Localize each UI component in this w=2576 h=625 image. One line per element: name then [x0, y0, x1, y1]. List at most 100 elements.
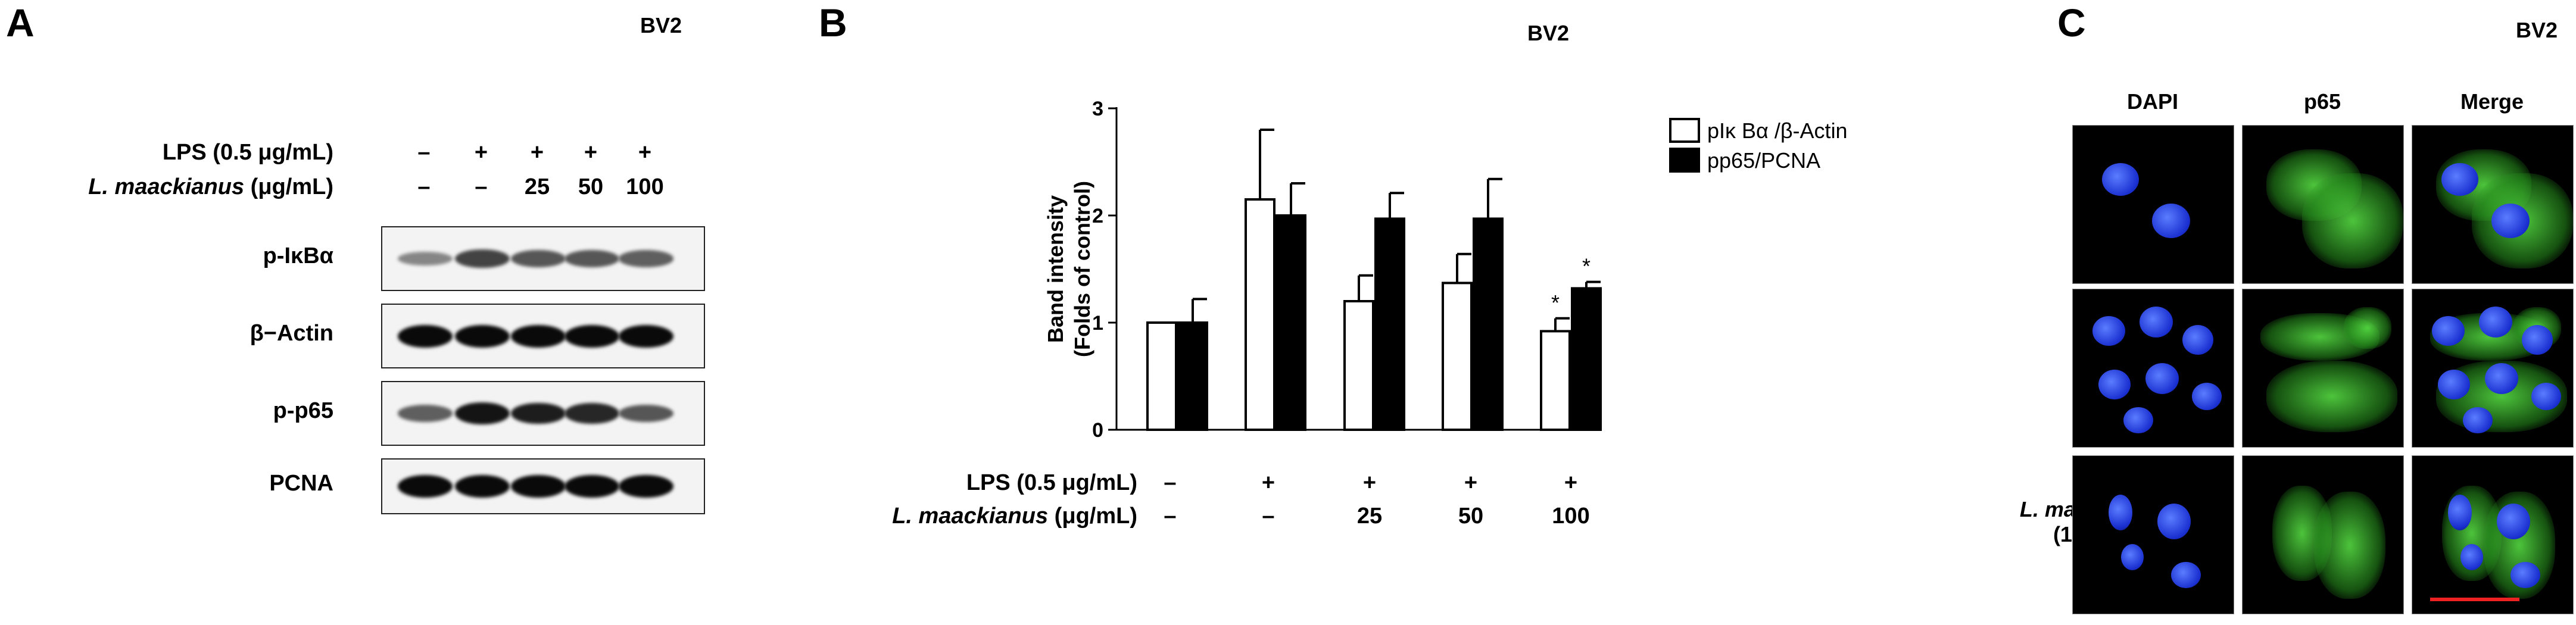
blot-band — [511, 249, 566, 268]
treatment-row-label: LPS (0.5 μg/mL) — [162, 140, 333, 165]
nucleus — [2497, 504, 2530, 539]
bar — [1374, 217, 1405, 431]
blot-band — [511, 324, 566, 348]
nucleus — [2463, 407, 2493, 433]
treatment-cell: + — [638, 140, 652, 165]
blot-band — [398, 475, 453, 498]
treatment-cell: – — [1164, 470, 1177, 495]
nucleus — [2485, 363, 2518, 394]
cytoplasm-signal — [2314, 492, 2385, 599]
y-tick-label: 0 — [1092, 419, 1103, 442]
blot-band — [565, 403, 619, 424]
panel-a-western-blots: p-IκBα β−Actin p-p65 PCNA — [0, 226, 715, 518]
y-axis-label-line1: Band intensity — [1043, 195, 1068, 343]
panel-b-bar-chart: 0 1 2 3 Band intensity (Folds of control) * * pI… — [1043, 98, 1848, 442]
treatment-unit: (μg/mL) — [244, 174, 333, 199]
blot-label: PCNA — [269, 471, 333, 496]
blot-band — [398, 251, 453, 266]
treatment-cell: – — [417, 140, 431, 165]
dapi-image — [2072, 125, 2234, 284]
nucleus — [2531, 383, 2561, 410]
nucleus — [2479, 307, 2512, 338]
treatment-unit: (μg/mL) — [1048, 504, 1137, 529]
treatment-cell: + — [1261, 470, 1275, 495]
treatment-cell: + — [584, 140, 598, 165]
legend-label: pIκ Bα /β-Actin — [1707, 118, 1848, 143]
treatment-cell: 25 — [1356, 504, 1383, 529]
legend-label: pp65/PCNA — [1707, 148, 1820, 173]
blot-band — [619, 475, 673, 498]
nucleus — [2145, 363, 2179, 394]
cytoplasm-signal — [2302, 173, 2403, 268]
treatment-cell: – — [417, 174, 431, 199]
treatment-row-label: L. maackianus (μg/mL) — [863, 504, 1137, 529]
treatment-cell: 50 — [1458, 504, 1484, 529]
cytoplasm-signal — [2344, 307, 2391, 349]
treatment-cell: 50 — [578, 174, 604, 199]
blot-band — [565, 324, 619, 348]
treatment-italic-name: L. maackianus — [88, 174, 245, 199]
scale-bar — [2430, 598, 2519, 601]
nucleus — [2460, 544, 2483, 570]
panel-a-treatment-table: LPS (0.5 μg/mL) – + + + + L. maackianus (μg/mL… — [71, 140, 715, 205]
dapi-image — [2072, 289, 2234, 448]
nucleus — [2448, 495, 2472, 530]
blot-band — [565, 249, 619, 268]
treatment-cell: 100 — [1552, 504, 1590, 529]
panel-c-microscopy-grid: DAPIp65MergeControlLPSL. maackianus(100μ… — [2020, 77, 2574, 625]
y-axis-label-line2: (Folds of control) — [1070, 181, 1094, 357]
nucleus — [2092, 316, 2125, 346]
nucleus — [2438, 370, 2470, 399]
nucleus — [2182, 325, 2213, 355]
legend-swatch — [1669, 118, 1700, 143]
blot-band — [511, 402, 566, 424]
treatment-cell: – — [1164, 504, 1177, 529]
blot-band — [455, 249, 510, 268]
blot-band — [619, 324, 673, 348]
nucleus — [2192, 383, 2222, 410]
bar — [1146, 321, 1177, 431]
treatment-cell: + — [1564, 470, 1578, 495]
panel-c-cell-line: BV2 — [2516, 18, 2558, 42]
blot-strip — [381, 304, 705, 368]
blot-band — [398, 405, 453, 422]
treatment-cell: – — [1262, 504, 1275, 529]
bar — [1571, 287, 1602, 431]
panel-c-label: C — [2057, 1, 2086, 45]
nucleus — [2171, 562, 2201, 588]
treatment-cell: + — [1362, 470, 1377, 495]
p65-image — [2242, 289, 2404, 448]
nucleus — [2157, 504, 2191, 539]
panel-b-cell-line: BV2 — [1527, 21, 1570, 45]
blot-strip — [381, 458, 705, 514]
nucleus — [2510, 562, 2540, 588]
p65-image — [2242, 455, 2404, 614]
cytoplasm-signal — [2266, 361, 2397, 432]
blot-label: β−Actin — [250, 320, 333, 346]
nucleus — [2441, 162, 2478, 196]
blot-band — [565, 475, 619, 498]
merge-image — [2412, 289, 2574, 448]
treatment-italic-name: L. maackianus — [892, 504, 1049, 529]
y-tick-label: 3 — [1092, 98, 1103, 120]
blot-band — [511, 475, 566, 498]
merge-image — [2412, 125, 2574, 284]
panel-a-label: A — [6, 1, 35, 45]
bar — [1245, 198, 1275, 431]
treatment-cell: + — [474, 140, 488, 165]
blot-label: p-p65 — [273, 398, 333, 423]
nucleus — [2431, 316, 2465, 346]
y-tick-label: 1 — [1092, 312, 1103, 335]
bar — [1473, 217, 1504, 431]
column-header: DAPI — [2126, 89, 2178, 114]
blot-band — [455, 475, 510, 498]
bar — [1442, 282, 1473, 431]
treatment-cell: + — [530, 140, 544, 165]
blot-strip — [381, 226, 705, 291]
treatment-row-label: L. maackianus (μg/mL) — [71, 174, 333, 200]
nucleus — [2491, 204, 2530, 238]
panel-a-cell-line: BV2 — [640, 13, 682, 38]
significance-marker: * — [1551, 290, 1560, 315]
treatment-cell: 100 — [626, 174, 664, 199]
blot-band — [455, 402, 510, 424]
